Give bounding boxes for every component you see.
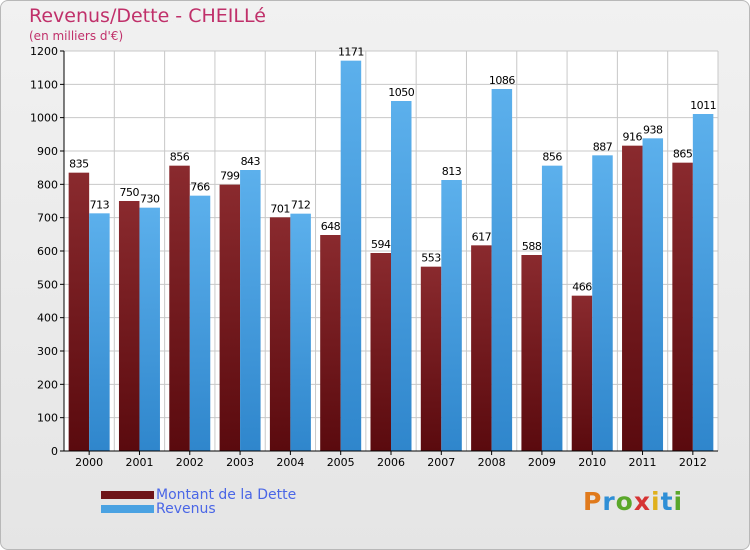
x-tick-label: 2002 — [176, 456, 204, 469]
x-tick-label: 2011 — [629, 456, 657, 469]
logo-letter: i — [673, 487, 684, 516]
bar-dette — [571, 295, 593, 451]
data-label: 701 — [270, 202, 290, 215]
bar-revenus — [642, 138, 664, 452]
bar-revenus — [491, 89, 513, 451]
bars-layer — [68, 60, 714, 452]
bar-revenus — [89, 213, 110, 451]
data-label: 1011 — [690, 99, 716, 112]
chart-title: Revenus/Dette - CHEILLé — [29, 5, 266, 27]
data-label: 750 — [119, 186, 139, 199]
data-label: 617 — [472, 230, 492, 243]
y-tick-label: 600 — [37, 245, 58, 258]
y-tick-label: 500 — [37, 278, 58, 291]
bar-dette — [320, 235, 341, 451]
x-tick-label: 2008 — [478, 456, 506, 469]
y-tick-label: 100 — [37, 412, 58, 425]
x-tick-label: 2000 — [75, 456, 103, 469]
data-label: 856 — [170, 151, 190, 164]
logo-letter: t — [660, 487, 674, 516]
y-tick-label: 900 — [37, 145, 58, 158]
logo-letter: o — [615, 487, 634, 516]
x-tick-label: 2009 — [528, 456, 556, 469]
data-label: 594 — [371, 238, 391, 251]
bar-revenus — [592, 155, 613, 452]
bar-revenus — [340, 60, 362, 452]
bar-revenus — [189, 195, 211, 451]
data-label: 1086 — [489, 74, 515, 87]
data-label: 865 — [673, 148, 693, 161]
bar-dette — [521, 255, 542, 451]
data-label: 916 — [623, 131, 643, 144]
bar-dette — [672, 162, 693, 451]
data-label: 856 — [542, 151, 562, 164]
proxiti-logo: Proxiti — [583, 487, 683, 516]
logo-letter: i — [651, 487, 661, 516]
y-tick-label: 1000 — [30, 112, 58, 125]
bar-revenus — [541, 165, 563, 451]
data-label: 813 — [442, 165, 462, 178]
bar-dette — [68, 172, 90, 451]
chart-subtitle: (en milliers d'€) — [29, 29, 124, 43]
data-label: 648 — [321, 220, 341, 233]
data-label: 799 — [220, 170, 240, 183]
bar-dette — [169, 165, 190, 451]
x-tick-label: 2001 — [125, 456, 153, 469]
x-tick-label: 2003 — [226, 456, 254, 469]
bar-dette — [471, 245, 492, 451]
y-tick-label: 1200 — [30, 45, 58, 58]
logo-letter: P — [583, 487, 603, 516]
bar-revenus — [139, 207, 160, 451]
bar-dette — [370, 253, 391, 451]
data-label: 730 — [140, 193, 160, 206]
bar-revenus — [240, 170, 261, 451]
y-tick-label: 300 — [37, 345, 58, 358]
y-tick-label: 0 — [51, 445, 58, 458]
data-label: 553 — [421, 252, 441, 265]
x-tick-label: 2005 — [327, 456, 355, 469]
legend-swatch-revenus — [101, 505, 154, 513]
legend-item-revenus: Revenus — [101, 501, 216, 517]
legend-swatch-dette — [101, 491, 154, 499]
bar-dette — [420, 266, 442, 451]
bar-dette — [269, 217, 291, 451]
bar-dette — [118, 201, 140, 451]
data-label: 887 — [593, 140, 613, 153]
bar-dette — [219, 184, 241, 451]
data-label: 766 — [190, 181, 210, 194]
legend-label-revenus: Revenus — [156, 501, 216, 517]
data-label: 588 — [522, 240, 542, 253]
x-tick-label: 2012 — [679, 456, 707, 469]
bar-revenus — [391, 101, 412, 451]
data-label: 1171 — [338, 46, 364, 59]
data-label: 843 — [241, 155, 261, 168]
x-tick-label: 2006 — [377, 456, 405, 469]
y-tick-label: 400 — [37, 312, 58, 325]
legend-item-dette: Montant de la Dette — [101, 487, 296, 503]
data-label: 466 — [572, 281, 592, 294]
data-label: 938 — [643, 123, 663, 136]
bar-revenus — [692, 114, 714, 451]
x-tick-label: 2004 — [276, 456, 304, 469]
data-label: 835 — [69, 158, 89, 171]
y-tick-label: 700 — [37, 212, 58, 225]
legend-label-dette: Montant de la Dette — [156, 487, 297, 503]
data-label: 1050 — [388, 86, 414, 99]
x-tick-label: 2007 — [427, 456, 455, 469]
data-label: 713 — [90, 198, 110, 211]
axis-layer: 0 100 200 300 400 500 600 700 800 900 1000 1100 1200… — [30, 45, 718, 469]
y-tick-label: 800 — [37, 178, 58, 191]
bar-revenus — [441, 180, 462, 451]
logo-letter: x — [633, 487, 651, 516]
x-tick-label: 2010 — [578, 456, 606, 469]
y-tick-label: 1100 — [30, 78, 58, 91]
bar-dette — [622, 145, 643, 451]
bar-revenus — [290, 213, 311, 451]
data-label: 712 — [291, 199, 311, 212]
y-tick-label: 200 — [37, 378, 58, 391]
logo-letter: r — [602, 487, 616, 516]
